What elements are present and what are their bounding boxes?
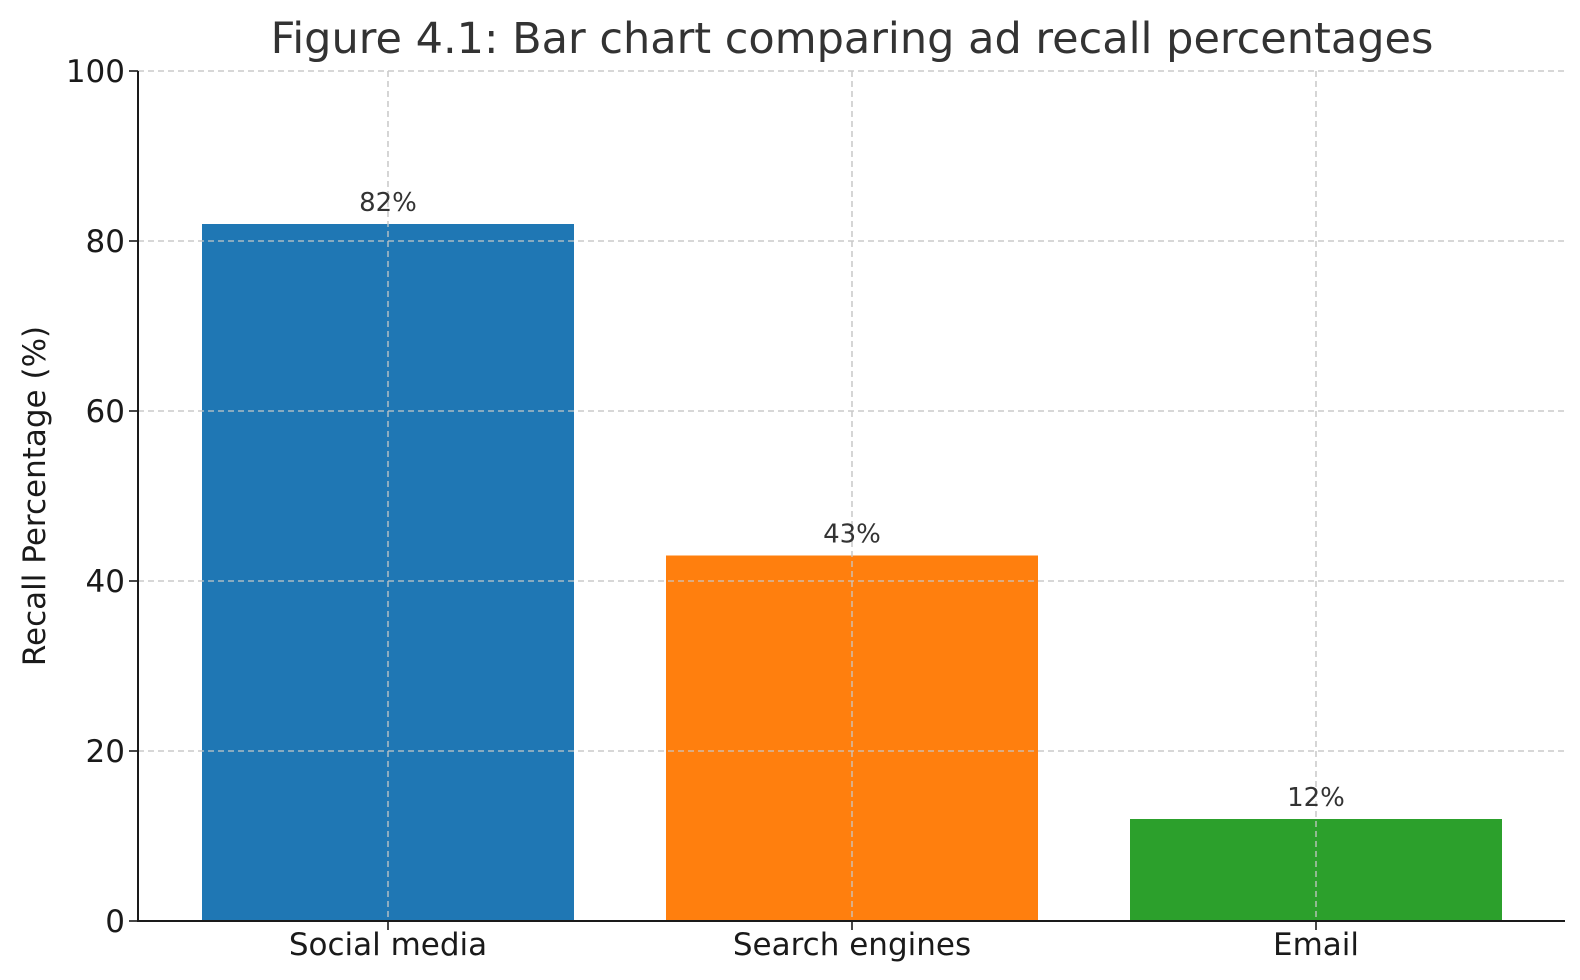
- y-axis-label: Recall Percentage (%): [17, 326, 53, 666]
- bar-value-label: 12%: [1287, 783, 1345, 813]
- y-tick-label: 40: [86, 564, 125, 600]
- bars: [138, 70, 1565, 921]
- x-axis-ticks: Social media Search engines Email: [289, 921, 1359, 963]
- x-tick-label: Search engines: [733, 927, 971, 963]
- data-labels: 82% 43% 12%: [359, 188, 1345, 813]
- y-tick-label: 80: [86, 224, 125, 260]
- y-axis-ticks: 0 20 40 60 80 100: [66, 54, 138, 940]
- y-tick-label: 60: [86, 394, 125, 430]
- y-tick-label: 0: [105, 904, 125, 940]
- bar-value-label: 82%: [359, 188, 417, 218]
- x-tick-label: Social media: [289, 927, 487, 963]
- axes: [137, 71, 1565, 922]
- chart-title: Figure 4.1: Bar chart comparing ad recal…: [271, 14, 1434, 64]
- x-tick-label: Email: [1273, 927, 1359, 963]
- bar-value-label: 43%: [823, 520, 881, 550]
- y-tick-label: 20: [86, 734, 125, 770]
- y-tick-label: 100: [66, 54, 125, 90]
